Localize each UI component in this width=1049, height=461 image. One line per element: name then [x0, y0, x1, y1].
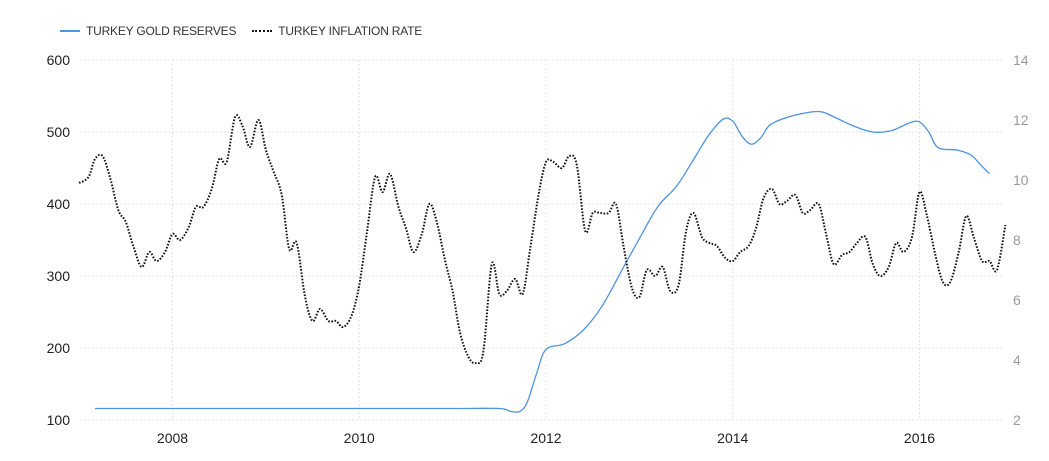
y-left-tick-label: 600 [47, 52, 71, 68]
y-right-tick-label: 8 [1013, 232, 1021, 248]
x-tick-label: 2016 [904, 430, 935, 446]
x-tick-label: 2012 [530, 430, 561, 446]
y-right-tick-label: 6 [1013, 292, 1021, 308]
y-right-tick-label: 4 [1013, 352, 1021, 368]
y-right-tick-label: 14 [1013, 52, 1029, 68]
y-left-tick-label: 400 [47, 196, 71, 212]
y-left-tick-label: 100 [47, 412, 71, 428]
series-line-gold-reserves[interactable] [95, 110, 990, 413]
x-tick-label: 2008 [157, 430, 188, 446]
legend-item-inflation-rate[interactable]: TURKEY INFLATION RATE [252, 24, 422, 38]
y-right-tick-label: 10 [1013, 172, 1029, 188]
legend-label-inflation-rate: TURKEY INFLATION RATE [278, 24, 423, 38]
legend-item-gold-reserves[interactable]: TURKEY GOLD RESERVES [60, 24, 236, 38]
chart-legend: TURKEY GOLD RESERVES TURKEY INFLATION RA… [60, 22, 438, 40]
y-right-tick-label: 2 [1013, 412, 1021, 428]
y-left-tick-label: 300 [47, 268, 71, 284]
legend-swatch-inflation [252, 30, 273, 32]
x-tick-label: 2010 [344, 430, 375, 446]
y-left-tick-label: 200 [47, 340, 71, 356]
y-left-tick-label: 500 [47, 124, 71, 140]
series-line-inflation-rate[interactable] [78, 114, 1007, 365]
legend-label-gold-reserves: TURKEY GOLD RESERVES [86, 24, 237, 38]
legend-swatch-gold [60, 30, 80, 32]
y-right-tick-label: 12 [1013, 112, 1029, 128]
x-tick-label: 2014 [717, 430, 748, 446]
